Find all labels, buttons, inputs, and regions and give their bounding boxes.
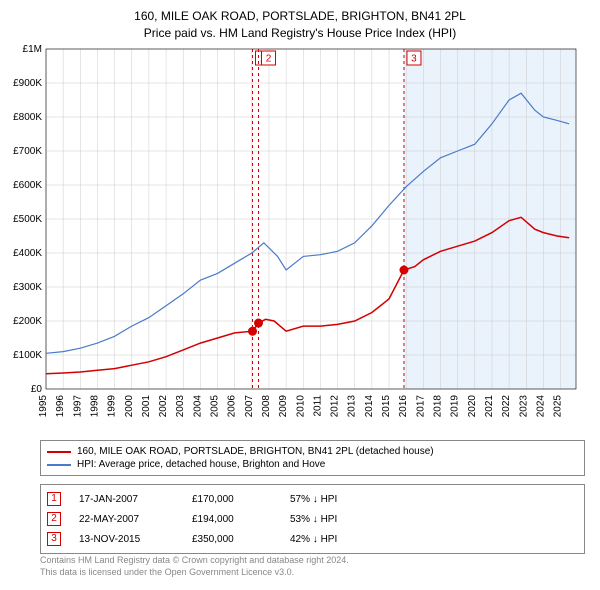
svg-text:2017: 2017 bbox=[415, 395, 426, 418]
legend-row: 160, MILE OAK ROAD, PORTSLADE, BRIGHTON,… bbox=[47, 445, 578, 458]
legend-box: 160, MILE OAK ROAD, PORTSLADE, BRIGHTON,… bbox=[40, 440, 585, 476]
svg-text:£700K: £700K bbox=[13, 146, 42, 157]
event-marker: 3 bbox=[47, 532, 61, 546]
svg-text:2001: 2001 bbox=[141, 395, 152, 418]
legend-row: HPI: Average price, detached house, Brig… bbox=[47, 458, 578, 471]
svg-text:2018: 2018 bbox=[432, 395, 443, 418]
svg-text:2023: 2023 bbox=[518, 395, 529, 418]
svg-text:2007: 2007 bbox=[244, 395, 255, 418]
event-marker: 2 bbox=[47, 512, 61, 526]
event-row: 2 22-MAY-2007 £194,000 53% ↓ HPI bbox=[47, 509, 578, 529]
svg-text:2004: 2004 bbox=[192, 395, 203, 418]
svg-text:1998: 1998 bbox=[89, 395, 100, 418]
svg-text:£600K: £600K bbox=[13, 180, 42, 191]
svg-text:2019: 2019 bbox=[450, 395, 461, 418]
svg-text:2009: 2009 bbox=[278, 395, 289, 418]
svg-text:1995: 1995 bbox=[38, 395, 49, 418]
svg-text:£300K: £300K bbox=[13, 282, 42, 293]
svg-text:2016: 2016 bbox=[398, 395, 409, 418]
svg-text:1997: 1997 bbox=[72, 395, 83, 418]
event-pct: 57% ↓ HPI bbox=[290, 494, 578, 505]
svg-text:£200K: £200K bbox=[13, 316, 42, 327]
svg-text:£800K: £800K bbox=[13, 112, 42, 123]
svg-text:2022: 2022 bbox=[501, 395, 512, 418]
svg-text:2024: 2024 bbox=[535, 395, 546, 418]
svg-text:2005: 2005 bbox=[210, 395, 221, 418]
svg-text:2014: 2014 bbox=[364, 395, 375, 418]
title-line2: Price paid vs. HM Land Registry's House … bbox=[0, 25, 600, 42]
svg-text:£0: £0 bbox=[31, 384, 43, 395]
event-date: 17-JAN-2007 bbox=[79, 494, 174, 505]
svg-text:2011: 2011 bbox=[312, 395, 323, 417]
legend-swatch bbox=[47, 451, 71, 453]
event-date: 22-MAY-2007 bbox=[79, 514, 174, 525]
title-line1: 160, MILE OAK ROAD, PORTSLADE, BRIGHTON,… bbox=[0, 8, 600, 25]
svg-text:2: 2 bbox=[266, 54, 272, 65]
event-price: £194,000 bbox=[192, 514, 272, 525]
svg-text:2015: 2015 bbox=[381, 395, 392, 418]
svg-text:2010: 2010 bbox=[295, 395, 306, 418]
event-pct: 53% ↓ HPI bbox=[290, 514, 578, 525]
svg-text:£400K: £400K bbox=[13, 248, 42, 259]
svg-text:2002: 2002 bbox=[158, 395, 169, 418]
svg-text:1999: 1999 bbox=[107, 395, 118, 418]
svg-text:2000: 2000 bbox=[124, 395, 135, 418]
event-price: £350,000 bbox=[192, 534, 272, 545]
legend-swatch bbox=[47, 464, 71, 466]
event-marker: 1 bbox=[47, 492, 61, 506]
svg-text:3: 3 bbox=[411, 54, 417, 65]
svg-text:2021: 2021 bbox=[484, 395, 495, 418]
svg-text:£100K: £100K bbox=[13, 350, 42, 361]
footer-attribution: Contains HM Land Registry data © Crown c… bbox=[40, 555, 585, 578]
legend-label: 160, MILE OAK ROAD, PORTSLADE, BRIGHTON,… bbox=[77, 446, 434, 457]
chart-svg: £0£100K£200K£300K£400K£500K£600K£700K£80… bbox=[40, 45, 585, 425]
events-table: 1 17-JAN-2007 £170,000 57% ↓ HPI 2 22-MAY-200… bbox=[40, 484, 585, 554]
event-row: 1 17-JAN-2007 £170,000 57% ↓ HPI bbox=[47, 489, 578, 509]
svg-text:£900K: £900K bbox=[13, 78, 42, 89]
footer-line2: This data is licensed under the Open Gov… bbox=[40, 567, 585, 579]
svg-text:2006: 2006 bbox=[227, 395, 238, 418]
chart-title-block: 160, MILE OAK ROAD, PORTSLADE, BRIGHTON,… bbox=[0, 0, 600, 42]
svg-text:2013: 2013 bbox=[347, 395, 358, 418]
event-row: 3 13-NOV-2015 £350,000 42% ↓ HPI bbox=[47, 529, 578, 549]
svg-text:£1M: £1M bbox=[23, 44, 42, 55]
svg-text:1996: 1996 bbox=[55, 395, 66, 418]
event-pct: 42% ↓ HPI bbox=[290, 534, 578, 545]
svg-text:2003: 2003 bbox=[175, 395, 186, 418]
svg-text:2025: 2025 bbox=[553, 395, 564, 418]
svg-text:2020: 2020 bbox=[467, 395, 478, 418]
footer-line1: Contains HM Land Registry data © Crown c… bbox=[40, 555, 585, 567]
svg-text:2012: 2012 bbox=[330, 395, 341, 418]
legend-label: HPI: Average price, detached house, Brig… bbox=[77, 459, 325, 470]
event-price: £170,000 bbox=[192, 494, 272, 505]
chart-area: £0£100K£200K£300K£400K£500K£600K£700K£80… bbox=[40, 45, 585, 425]
svg-text:£500K: £500K bbox=[13, 214, 42, 225]
svg-text:2008: 2008 bbox=[261, 395, 272, 418]
event-date: 13-NOV-2015 bbox=[79, 534, 174, 545]
